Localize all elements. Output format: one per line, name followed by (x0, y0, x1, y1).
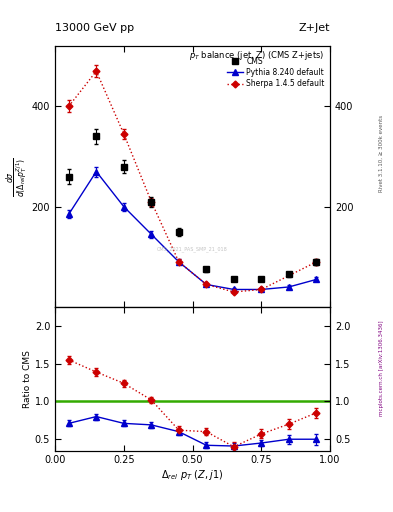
Text: 13000 GeV pp: 13000 GeV pp (55, 23, 134, 33)
Legend: CMS, Pythia 8.240 default, Sherpa 1.4.5 default: CMS, Pythia 8.240 default, Sherpa 1.4.5 … (226, 55, 326, 90)
Y-axis label: $\frac{d\sigma}{d(\Delta_{rel}p_T^{Zj1})}$: $\frac{d\sigma}{d(\Delta_{rel}p_T^{Zj1})… (5, 157, 30, 197)
Text: mcplots.cern.ch [arXiv:1306.3436]: mcplots.cern.ch [arXiv:1306.3436] (379, 321, 384, 416)
Text: Z+Jet: Z+Jet (299, 23, 330, 33)
Text: CMS_2021_PAS_SMP_21_018: CMS_2021_PAS_SMP_21_018 (157, 247, 228, 252)
Text: Rivet 3.1.10, ≥ 300k events: Rivet 3.1.10, ≥ 300k events (379, 115, 384, 192)
Text: $p_T$ balance (jet, Z) (CMS Z+jets): $p_T$ balance (jet, Z) (CMS Z+jets) (189, 49, 325, 61)
X-axis label: $\Delta_{rel}\ p_T\ (Z,j1)$: $\Delta_{rel}\ p_T\ (Z,j1)$ (162, 468, 224, 482)
Y-axis label: Ratio to CMS: Ratio to CMS (23, 350, 32, 408)
